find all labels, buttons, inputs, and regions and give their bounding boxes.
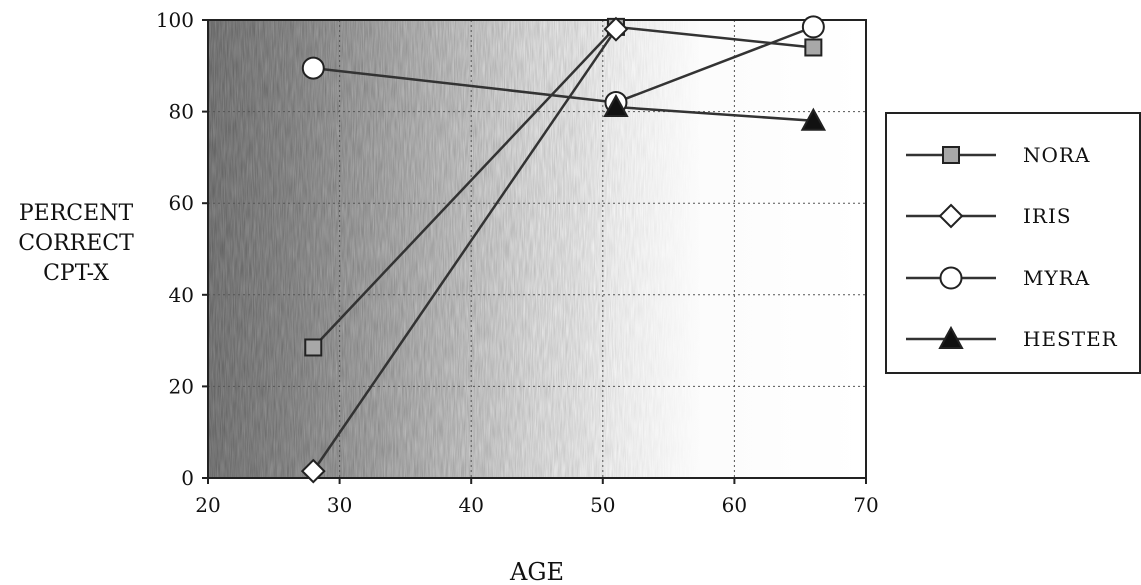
x-tick-label: 60 xyxy=(722,493,747,517)
grid-lines xyxy=(208,20,866,478)
legend-item-hester: HESTER xyxy=(906,325,1118,351)
y-axis-ticks: 0 20 40 60 80 100 xyxy=(156,8,208,490)
data-point-iris xyxy=(300,458,326,484)
data-point-myra xyxy=(301,56,325,80)
legend-label: MYRA xyxy=(1023,266,1090,290)
y-axis-title-line-1: PERCENT xyxy=(19,201,134,226)
series-line-iris xyxy=(312,28,617,472)
y-axis-title-line-3: CPT-X xyxy=(43,261,109,286)
legend-label: IRIS xyxy=(1023,204,1072,228)
y-tick-label: 40 xyxy=(169,283,194,307)
x-tick-label: 20 xyxy=(195,493,220,517)
x-tick-label: 50 xyxy=(590,493,615,517)
y-axis-title-line-2: CORRECT xyxy=(18,231,134,256)
legend-marker-hester xyxy=(938,325,964,349)
plot-texture xyxy=(208,20,866,478)
legend-marker-nora xyxy=(942,146,960,164)
data-point-iris xyxy=(603,16,629,42)
y-tick-label: 100 xyxy=(156,8,194,32)
data-point-nora xyxy=(804,38,823,57)
x-tick-label: 70 xyxy=(853,493,878,517)
y-tick-label: 60 xyxy=(169,191,194,215)
data-point-nora xyxy=(304,338,323,357)
plot-frame xyxy=(207,19,867,479)
y-tick-label: 20 xyxy=(169,374,194,398)
legend-item-nora: NORA xyxy=(906,143,1090,167)
legend-item-myra: MYRA xyxy=(906,266,1090,290)
y-tick-label: 0 xyxy=(181,466,194,490)
x-axis-title: AGE xyxy=(509,558,564,585)
data-point-myra xyxy=(801,15,825,39)
legend-marker-myra xyxy=(939,266,963,290)
legend: NORA IRIS MYRA HESTER xyxy=(885,112,1141,374)
legend-marker-iris xyxy=(938,203,964,229)
series-line-hester xyxy=(615,105,814,123)
legend-frame xyxy=(885,112,1141,374)
series-markers xyxy=(300,15,827,484)
x-tick-label: 30 xyxy=(327,493,352,517)
legend-label: HESTER xyxy=(1023,327,1118,351)
legend-label: NORA xyxy=(1023,143,1090,167)
data-point-hester xyxy=(800,107,827,131)
y-tick-label: 80 xyxy=(169,100,194,124)
plot-area xyxy=(207,19,867,479)
x-axis-ticks: 20 30 40 50 60 70 xyxy=(195,478,879,517)
data-point-hester xyxy=(603,93,629,118)
x-tick-label: 40 xyxy=(458,493,483,517)
legend-item-iris: IRIS xyxy=(906,203,1072,229)
